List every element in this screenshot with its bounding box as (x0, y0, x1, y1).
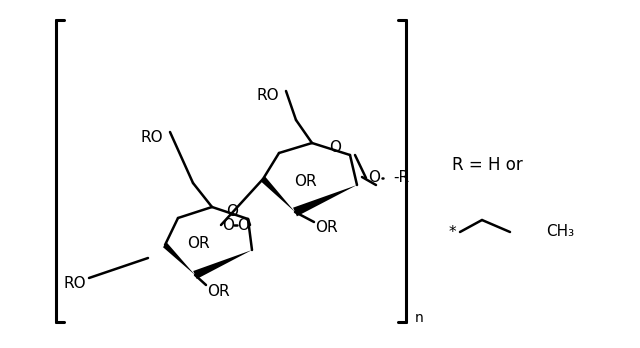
Text: O: O (226, 205, 238, 220)
Text: O: O (329, 141, 341, 156)
Text: R = H or: R = H or (452, 156, 522, 174)
Text: O: O (368, 171, 380, 185)
Polygon shape (163, 243, 195, 275)
Text: OR: OR (315, 221, 337, 236)
Polygon shape (193, 250, 252, 279)
Polygon shape (293, 185, 357, 216)
Text: RO: RO (257, 88, 279, 103)
Text: O: O (237, 218, 249, 232)
Text: CH₃: CH₃ (546, 224, 574, 239)
Text: OR: OR (187, 236, 209, 251)
Text: O: O (222, 218, 234, 232)
Text: n: n (415, 311, 424, 325)
Text: -R: -R (393, 171, 409, 185)
Text: *: * (448, 224, 456, 239)
Text: RO: RO (64, 276, 86, 291)
Text: OR: OR (294, 174, 316, 190)
Text: OR: OR (207, 284, 229, 299)
Polygon shape (260, 177, 295, 212)
Text: RO: RO (141, 129, 163, 144)
